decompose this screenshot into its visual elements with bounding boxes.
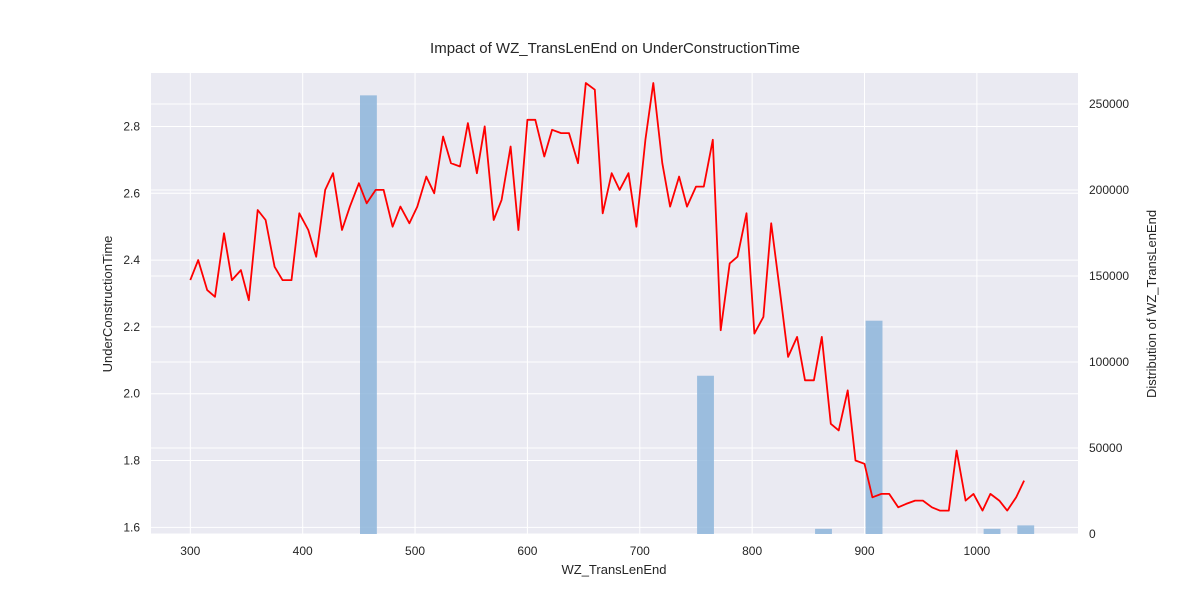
y2-tick-label-5: 250000 (1089, 97, 1129, 111)
histogram-bar-3 (865, 320, 883, 534)
plot-area (151, 73, 1078, 534)
line-series (189, 82, 1025, 512)
x-tick-label-300: 300 (180, 544, 200, 558)
y2-tick-label-2: 100000 (1089, 355, 1129, 369)
chart-title: Impact of WZ_TransLenEnd on UnderConstru… (430, 40, 800, 57)
y2-axis-ticks: 0 50000 100000 150000 200000 250000 (1089, 97, 1129, 541)
y-tick-label-5: 2.6 (123, 186, 140, 200)
line-path (189, 82, 1025, 512)
x-tick-label-500: 500 (405, 544, 425, 558)
histogram-bar-2 (815, 528, 832, 534)
y-tick-label-6: 2.8 (123, 119, 140, 133)
x-tick-label-800: 800 (742, 544, 762, 558)
y-tick-label-0: 1.6 (123, 520, 140, 534)
y2-tick-label-0: 0 (1089, 527, 1096, 541)
x-tick-label-400: 400 (293, 544, 313, 558)
histogram-bar-4 (983, 528, 1001, 534)
histogram-bar-1 (697, 375, 714, 534)
histogram-bar-5 (1017, 525, 1035, 534)
x-axis-ticks: 300 400 500 600 700 800 900 1000 (180, 544, 990, 558)
y-tick-label-4: 2.4 (123, 253, 140, 267)
y-axis-ticks: 1.6 1.8 2.0 2.2 2.4 2.6 2.8 (123, 119, 140, 534)
y-axis-label: UnderConstructionTime (100, 236, 115, 373)
y2-tick-label-1: 50000 (1089, 441, 1123, 455)
x-tick-label-900: 900 (854, 544, 874, 558)
x-tick-label-1000: 1000 (964, 544, 991, 558)
y-tick-label-3: 2.2 (123, 320, 140, 334)
y2-tick-label-4: 200000 (1089, 183, 1129, 197)
gridlines (151, 73, 1078, 535)
x-tick-label-700: 700 (630, 544, 650, 558)
y2-tick-label-3: 150000 (1089, 269, 1129, 283)
y-tick-label-2: 2.0 (123, 387, 140, 401)
x-axis-label: WZ_TransLenEnd (561, 562, 666, 577)
y-tick-label-1: 1.8 (123, 454, 140, 468)
x-tick-label-600: 600 (517, 544, 537, 558)
histogram-bars (359, 95, 1035, 534)
y2-axis-label: Distribution of WZ_TransLenEnd (1144, 210, 1159, 398)
histogram-bar-0 (359, 95, 377, 534)
